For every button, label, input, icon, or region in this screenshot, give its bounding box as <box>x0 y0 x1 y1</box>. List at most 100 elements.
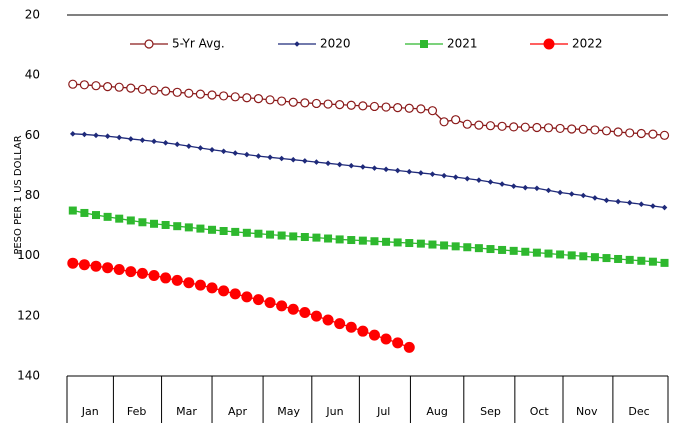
marker <box>242 228 251 237</box>
y-tick-label: 60 <box>25 128 40 142</box>
marker <box>358 101 368 111</box>
marker <box>613 127 623 137</box>
marker <box>151 138 157 145</box>
marker <box>590 125 600 135</box>
marker <box>253 94 264 104</box>
marker <box>174 141 181 148</box>
y-tick-label: 120 <box>17 308 40 322</box>
marker <box>241 291 253 303</box>
marker <box>404 103 414 113</box>
marker <box>543 123 554 133</box>
marker <box>160 272 172 284</box>
marker <box>92 211 101 220</box>
marker <box>636 128 646 139</box>
legend-label: 2022 <box>572 37 603 51</box>
marker <box>485 121 496 131</box>
marker <box>125 266 137 278</box>
x-tick-label: Sep <box>480 405 501 418</box>
marker <box>114 82 124 92</box>
marker <box>638 201 645 208</box>
marker <box>393 103 403 113</box>
marker <box>183 277 195 289</box>
marker <box>194 279 206 291</box>
marker <box>324 234 333 243</box>
marker <box>498 245 507 254</box>
series-line <box>72 209 665 264</box>
x-tick-label: Mar <box>176 405 197 418</box>
marker <box>534 185 540 192</box>
marker <box>300 98 310 108</box>
marker <box>474 120 484 130</box>
marker <box>252 294 264 306</box>
marker <box>510 183 517 189</box>
x-tick-label: May <box>277 405 300 418</box>
marker <box>149 85 159 95</box>
marker <box>334 318 346 330</box>
marker <box>90 260 102 272</box>
marker <box>567 124 577 134</box>
marker <box>302 158 308 164</box>
marker <box>659 130 670 140</box>
marker <box>405 239 414 248</box>
marker <box>290 156 297 163</box>
marker <box>509 122 519 132</box>
marker <box>486 245 495 254</box>
marker <box>322 314 334 326</box>
marker <box>197 145 204 151</box>
marker <box>462 119 472 129</box>
marker <box>637 256 646 265</box>
marker <box>294 41 300 47</box>
marker <box>136 267 148 279</box>
legend-label: 2020 <box>320 37 351 51</box>
marker <box>91 81 101 91</box>
marker <box>173 222 182 231</box>
marker <box>650 203 656 209</box>
marker <box>625 128 635 138</box>
marker <box>603 197 610 204</box>
series-line <box>72 133 665 209</box>
marker <box>474 244 483 253</box>
marker <box>626 199 633 206</box>
marker <box>346 100 356 110</box>
marker <box>126 216 135 225</box>
marker <box>219 91 229 101</box>
marker <box>406 168 413 175</box>
y-tick-label: 80 <box>25 188 40 202</box>
legend-label: 5-Yr Avg. <box>172 37 225 51</box>
marker <box>139 137 146 143</box>
y-tick-label: 20 <box>25 8 40 22</box>
marker <box>254 229 263 238</box>
marker <box>357 325 369 337</box>
x-tick-label: Aug <box>426 405 447 418</box>
marker <box>383 166 389 173</box>
marker <box>509 246 518 255</box>
marker <box>335 100 345 110</box>
marker <box>195 89 206 99</box>
marker <box>229 288 241 300</box>
marker <box>67 257 79 269</box>
marker <box>370 237 379 246</box>
marker <box>115 214 124 223</box>
marker <box>277 96 287 106</box>
marker <box>80 208 89 217</box>
marker <box>196 224 205 233</box>
marker <box>93 132 99 139</box>
marker <box>369 101 380 112</box>
marker <box>532 248 541 257</box>
marker <box>277 231 286 240</box>
marker <box>148 270 160 282</box>
marker <box>428 240 437 249</box>
marker <box>440 241 449 250</box>
y-tick-label: 100 <box>17 248 40 262</box>
marker <box>520 122 530 132</box>
series <box>67 257 415 353</box>
legend-item: 2020 <box>278 37 351 51</box>
marker <box>104 133 111 140</box>
marker <box>310 310 322 322</box>
marker <box>661 204 668 211</box>
series <box>68 206 669 267</box>
marker <box>103 81 113 92</box>
marker <box>138 218 147 227</box>
marker <box>336 161 343 168</box>
x-tick-label: Jul <box>376 405 390 418</box>
